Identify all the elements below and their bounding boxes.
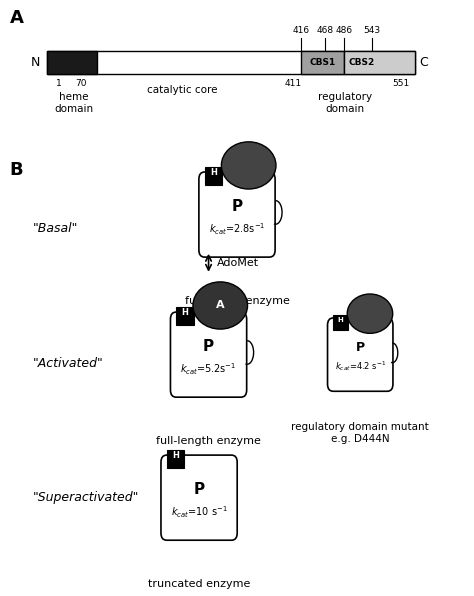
Text: heme
domain: heme domain: [54, 92, 93, 114]
Bar: [47, 51, 97, 74]
Text: CBS1: CBS1: [309, 58, 336, 67]
Text: 468: 468: [316, 26, 333, 35]
Bar: [301, 51, 344, 74]
FancyBboxPatch shape: [328, 318, 393, 391]
Text: 486: 486: [335, 26, 352, 35]
Text: truncated enzyme: truncated enzyme: [148, 579, 250, 589]
Text: "Superactivated": "Superactivated": [33, 491, 139, 504]
Text: H: H: [210, 168, 217, 178]
Text: 551: 551: [392, 79, 409, 88]
Text: N: N: [31, 56, 40, 69]
Text: 70: 70: [75, 79, 86, 88]
Text: "Basal": "Basal": [33, 222, 79, 235]
Text: regulatory domain mutant: regulatory domain mutant: [292, 422, 429, 432]
Text: "Activated": "Activated": [33, 357, 104, 370]
Text: 1: 1: [56, 79, 62, 88]
FancyBboxPatch shape: [171, 312, 246, 397]
Bar: [176, 306, 194, 325]
Ellipse shape: [347, 294, 393, 333]
Text: $\Delta$C143: $\Delta$C143: [180, 594, 218, 596]
Text: P: P: [231, 198, 243, 213]
Text: 543: 543: [364, 26, 381, 35]
Bar: [47, 51, 415, 74]
Text: $k_{cat}$=5.2s$^{-1}$: $k_{cat}$=5.2s$^{-1}$: [181, 361, 237, 377]
Bar: [167, 449, 184, 468]
Text: full-length enzyme: full-length enzyme: [184, 296, 290, 306]
Text: P: P: [203, 339, 214, 353]
FancyBboxPatch shape: [199, 172, 275, 257]
Text: e.g. D444N: e.g. D444N: [331, 434, 390, 444]
Text: P: P: [193, 482, 205, 496]
Text: 416: 416: [292, 26, 310, 35]
Bar: [344, 51, 415, 74]
Text: $k_{cat}$=10 s$^{-1}$: $k_{cat}$=10 s$^{-1}$: [171, 504, 228, 520]
Text: B: B: [9, 161, 23, 179]
Bar: [205, 166, 222, 185]
Ellipse shape: [221, 142, 276, 189]
Text: AdoMet: AdoMet: [217, 258, 259, 268]
Ellipse shape: [193, 282, 247, 329]
Bar: [333, 315, 348, 330]
Text: C: C: [419, 56, 428, 69]
Text: A: A: [9, 9, 23, 27]
Text: P: P: [356, 341, 365, 354]
Text: H: H: [172, 451, 179, 461]
Text: 411: 411: [284, 79, 301, 88]
Text: A: A: [216, 300, 225, 311]
Text: regulatory
domain: regulatory domain: [318, 92, 372, 114]
Text: CBS2: CBS2: [348, 58, 374, 67]
Text: catalytic core: catalytic core: [147, 85, 218, 95]
Text: full-length enzyme: full-length enzyme: [156, 436, 261, 446]
Text: $k_{cat}$=4.2 s$^{-1}$: $k_{cat}$=4.2 s$^{-1}$: [335, 359, 386, 373]
Text: H: H: [338, 317, 344, 323]
Text: H: H: [182, 308, 189, 318]
FancyBboxPatch shape: [161, 455, 237, 540]
Text: $k_{cat}$=2.8s$^{-1}$: $k_{cat}$=2.8s$^{-1}$: [209, 221, 265, 237]
